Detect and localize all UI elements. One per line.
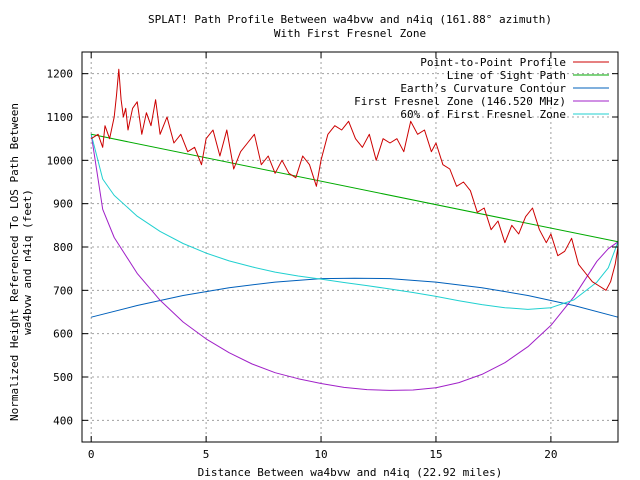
profile-line [90,68,619,291]
x-tick-label: 15 [429,448,442,461]
line-of-sight-line [91,133,619,243]
y-tick-label: 1100 [47,111,74,124]
y-tick-label: 400 [53,414,73,427]
legend-label: Earth’s Curvature Contour [400,82,566,95]
y-tick-label: 1200 [47,68,74,81]
earth-curvature-line [91,277,619,318]
fresnel-60-line [90,134,619,310]
y-tick-label: 600 [53,328,73,341]
y-tick-label: 500 [53,371,73,384]
y-tick-label: 1000 [47,154,74,167]
legend-label: Point-to-Point Profile [420,56,566,69]
legend-label: Line of Sight Path [447,69,566,82]
series-layer [90,68,619,391]
legend-label: First Fresnel Zone (146.520 MHz) [354,95,566,108]
chart-subtitle: With First Fresnel Zone [274,27,426,40]
x-tick-label: 0 [88,448,95,461]
chart-title: SPLAT! Path Profile Between wa4bvw and n… [148,13,552,26]
grid-lines [82,52,618,442]
y-tick-label: 700 [53,284,73,297]
x-axis-label: Distance Between wa4bvw and n4iq (22.92 … [198,466,503,479]
y-tick-label: 900 [53,198,73,211]
axis-ticks: 400 500 600 700 800 900 1000 1100 1200 0 5 10 15 20 [47,52,618,461]
x-tick-label: 20 [544,448,557,461]
fresnel-zone-line [90,134,619,391]
legend-label: 60% of First Fresnel Zone [400,108,566,121]
y-tick-label: 800 [53,241,73,254]
x-tick-label: 5 [203,448,210,461]
y-axis-label-line2: wa4bvw and n4iq (feet) [21,189,34,335]
x-tick-label: 10 [314,448,327,461]
y-axis-label: Normalized Height Referenced To LOS Path… [8,103,21,421]
